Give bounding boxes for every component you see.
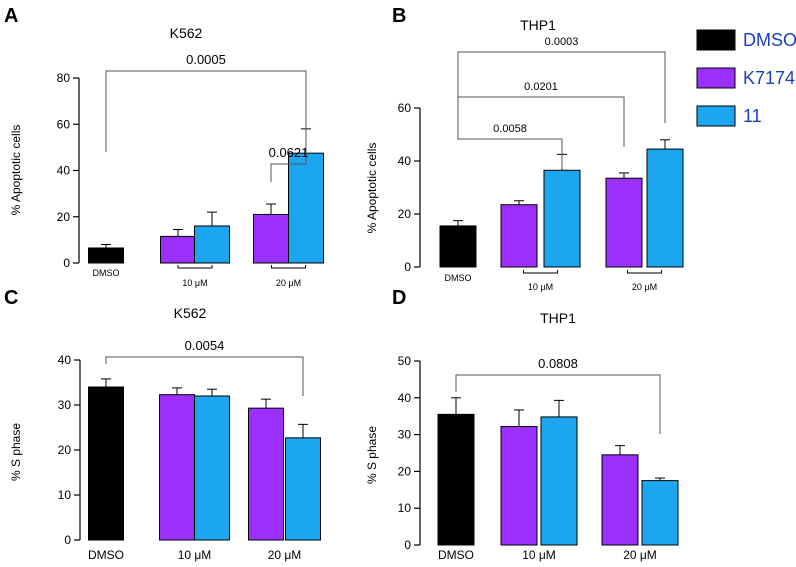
group-label: 10 μM xyxy=(182,278,207,288)
y-tick-label: 0 xyxy=(63,256,70,270)
bar-dmso xyxy=(437,413,475,546)
p-value-label: 0.0003 xyxy=(545,36,579,48)
y-tick-label: 60 xyxy=(398,101,412,115)
y-tick-label: 40 xyxy=(57,164,71,178)
legend-swatch-dmso xyxy=(696,29,736,51)
y-tick-label: 40 xyxy=(58,353,72,367)
group-label: DMSO xyxy=(445,273,472,283)
bar-11 xyxy=(641,480,679,546)
group-bracket xyxy=(627,270,662,274)
bar-dmso xyxy=(439,225,477,268)
group-bracket xyxy=(523,270,558,274)
bar-k7174 xyxy=(248,407,284,541)
panel-c: C K562 % S phase 0 10 20 30 40 DMSO 10 μM 20 μM 0.0… xyxy=(4,287,321,562)
y-tick-label: 40 xyxy=(398,154,412,168)
group-bracket xyxy=(177,265,213,269)
p-value-label: 0.0201 xyxy=(524,81,558,93)
chart-title: K562 xyxy=(170,25,203,41)
bar-dmso xyxy=(88,386,124,541)
significance-bracket xyxy=(105,70,307,152)
legend-swatch-k7174 xyxy=(696,67,736,89)
y-tick-label: 40 xyxy=(398,391,412,405)
panel-letter: B xyxy=(392,5,406,27)
legend-label: K7174 xyxy=(743,68,795,88)
group-label: 10 μM xyxy=(522,548,556,562)
bar-dmso xyxy=(88,247,124,264)
y-axis-label: % Apoptotic cells xyxy=(9,125,23,216)
bar-11 xyxy=(288,152,324,264)
bar-11 xyxy=(540,416,578,546)
bar-11 xyxy=(194,395,230,541)
bar-11 xyxy=(285,437,321,541)
y-tick-label: 20 xyxy=(58,443,72,457)
bar-k7174 xyxy=(601,454,639,546)
y-axis-label: % Apoptotic cells xyxy=(365,143,379,234)
group-label: 10 μM xyxy=(528,282,553,292)
p-value-label: 0.0054 xyxy=(185,338,225,353)
y-tick-label: 50 xyxy=(398,354,412,368)
y-axis-label: % S phase xyxy=(9,423,23,481)
bar-k7174 xyxy=(605,177,643,268)
group-label: 20 μM xyxy=(268,548,302,562)
y-tick-label: 30 xyxy=(398,428,412,442)
group-label: 20 μM xyxy=(276,278,301,288)
y-tick-label: 60 xyxy=(57,117,71,131)
y-tick-label: 10 xyxy=(398,501,412,515)
panel-letter: A xyxy=(4,5,18,27)
panel-b: B THP1 % Apoptotic cells 0 20 40 60 DMSO 10 μM 20… xyxy=(365,5,684,292)
p-value-label: 0.0621 xyxy=(269,145,309,160)
y-tick-label: 0 xyxy=(404,260,411,274)
y-tick-label: 10 xyxy=(58,488,72,502)
y-tick-label: 30 xyxy=(58,398,72,412)
group-label: DMSO xyxy=(93,268,120,278)
bar-11 xyxy=(194,225,230,264)
group-label: 20 μM xyxy=(623,548,657,562)
group-label: 10 μM xyxy=(178,548,212,562)
chart-title: K562 xyxy=(174,305,207,321)
legend-swatch-11 xyxy=(696,105,736,127)
bar-k7174 xyxy=(500,426,538,546)
bar-11 xyxy=(646,148,684,268)
significance-bracket xyxy=(457,118,563,169)
y-tick-label: 20 xyxy=(398,464,412,478)
bar-k7174 xyxy=(500,204,538,268)
bar-11 xyxy=(543,169,581,268)
significance-bracket xyxy=(270,89,307,182)
significance-bracket xyxy=(457,96,625,147)
group-label: DMSO xyxy=(88,548,124,562)
bar-k7174 xyxy=(159,394,195,541)
significance-bracket xyxy=(455,374,661,434)
p-value-label: 0.0058 xyxy=(493,123,527,135)
bar-k7174 xyxy=(160,235,196,264)
group-label: 20 μM xyxy=(632,282,657,292)
panel-letter: C xyxy=(4,287,18,309)
panel-d: D THP1 % S phase 0 10 20 30 40 50 DMSO 10 μM 20 μM 0… xyxy=(365,287,679,562)
legend-label: DMSO xyxy=(743,30,796,50)
legend-label: 11 xyxy=(743,106,762,126)
bar-k7174 xyxy=(253,213,289,264)
y-tick-label: 80 xyxy=(57,71,71,85)
chart-title: THP1 xyxy=(520,17,556,33)
panel-a: A K562 % Apoptotic cells 0 20 40 60 80 DMSO 10 μM… xyxy=(4,5,324,288)
chart-title: THP1 xyxy=(540,310,576,326)
y-tick-label: 0 xyxy=(404,538,411,552)
y-tick-label: 0 xyxy=(64,533,71,547)
group-bracket xyxy=(271,265,306,269)
panel-letter: D xyxy=(392,287,406,309)
y-tick-label: 20 xyxy=(57,210,71,224)
y-axis-label: % S phase xyxy=(365,426,379,484)
p-value-label: 0.0005 xyxy=(186,52,226,67)
significance-bracket xyxy=(105,356,304,396)
legend: DMSO K7174 11 xyxy=(696,29,796,127)
p-value-label: 0.0808 xyxy=(538,356,578,371)
y-tick-label: 20 xyxy=(398,207,412,221)
group-label: DMSO xyxy=(438,548,474,562)
significance-bracket xyxy=(457,51,666,123)
